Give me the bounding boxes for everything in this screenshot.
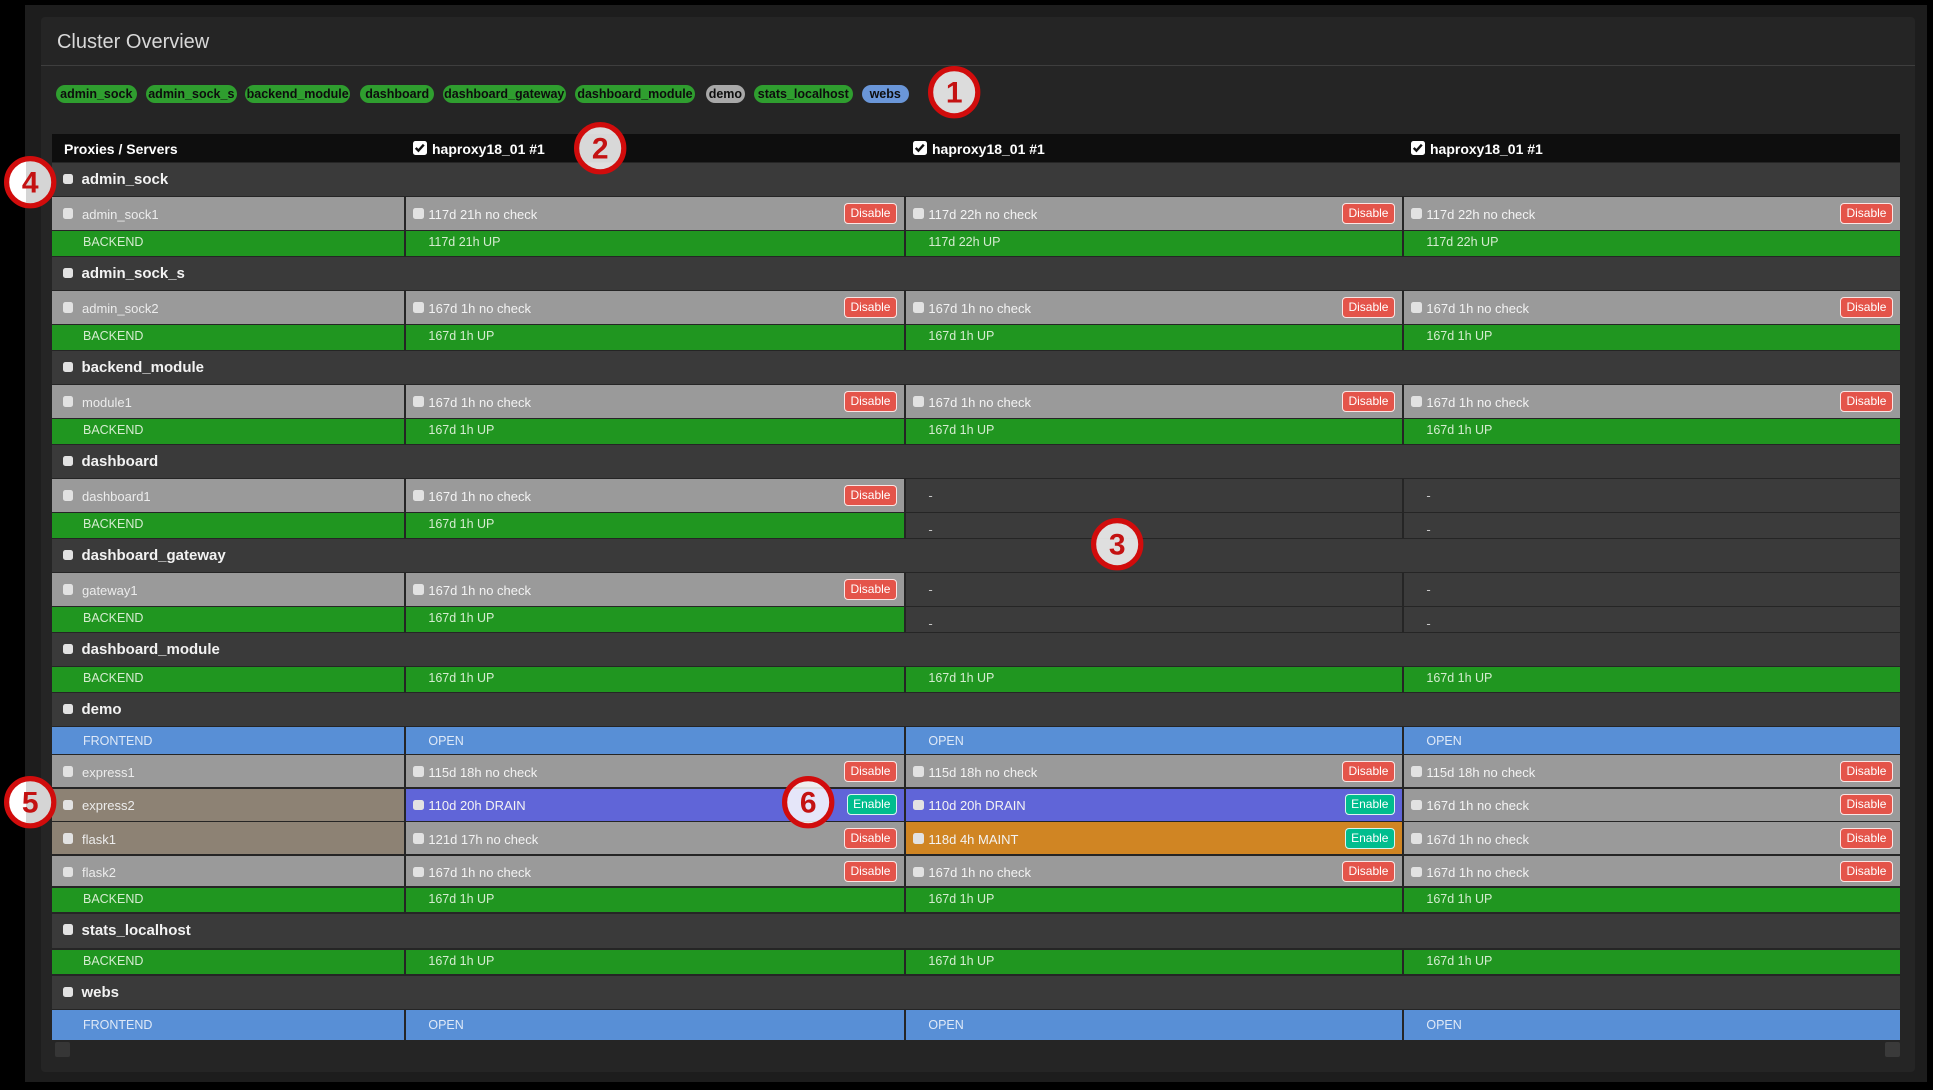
svg-text:1: 1 [946, 77, 963, 110]
svg-text:6: 6 [799, 787, 816, 820]
svg-text:3: 3 [1109, 529, 1126, 562]
svg-text:2: 2 [592, 132, 609, 165]
svg-text:5: 5 [22, 787, 39, 820]
svg-text:4: 4 [22, 167, 39, 200]
